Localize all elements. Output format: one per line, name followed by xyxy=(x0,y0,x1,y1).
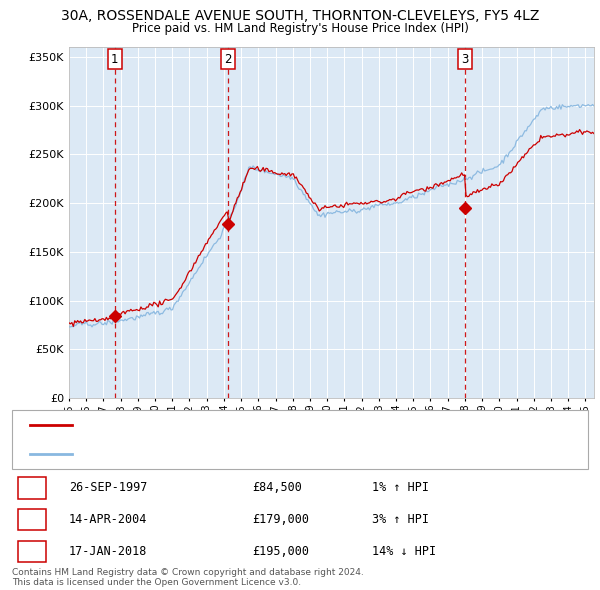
Text: Contains HM Land Registry data © Crown copyright and database right 2024.: Contains HM Land Registry data © Crown c… xyxy=(12,568,364,577)
Text: 30A, ROSSENDALE AVENUE SOUTH, THORNTON-CLEVELEYS, FY5 4LZ: 30A, ROSSENDALE AVENUE SOUTH, THORNTON-C… xyxy=(61,9,539,23)
Text: £195,000: £195,000 xyxy=(252,545,309,558)
Text: 3% ↑ HPI: 3% ↑ HPI xyxy=(372,513,429,526)
Text: 2: 2 xyxy=(224,53,232,65)
Text: 1: 1 xyxy=(28,481,36,494)
Text: Price paid vs. HM Land Registry's House Price Index (HPI): Price paid vs. HM Land Registry's House … xyxy=(131,22,469,35)
Text: 14% ↓ HPI: 14% ↓ HPI xyxy=(372,545,436,558)
Text: 14-APR-2004: 14-APR-2004 xyxy=(69,513,148,526)
Text: 1: 1 xyxy=(111,53,119,65)
Text: 17-JAN-2018: 17-JAN-2018 xyxy=(69,545,148,558)
Text: 1% ↑ HPI: 1% ↑ HPI xyxy=(372,481,429,494)
Text: 3: 3 xyxy=(28,545,36,558)
Text: 30A, ROSSENDALE AVENUE SOUTH, THORNTON-CLEVELEYS, FY5 4LZ (detached house): 30A, ROSSENDALE AVENUE SOUTH, THORNTON-C… xyxy=(78,421,531,430)
Text: £179,000: £179,000 xyxy=(252,513,309,526)
Text: 3: 3 xyxy=(461,53,469,65)
Text: 26-SEP-1997: 26-SEP-1997 xyxy=(69,481,148,494)
Text: This data is licensed under the Open Government Licence v3.0.: This data is licensed under the Open Gov… xyxy=(12,578,301,587)
Text: £84,500: £84,500 xyxy=(252,481,302,494)
Text: HPI: Average price, detached house, Wyre: HPI: Average price, detached house, Wyre xyxy=(78,449,298,458)
Text: 2: 2 xyxy=(28,513,36,526)
